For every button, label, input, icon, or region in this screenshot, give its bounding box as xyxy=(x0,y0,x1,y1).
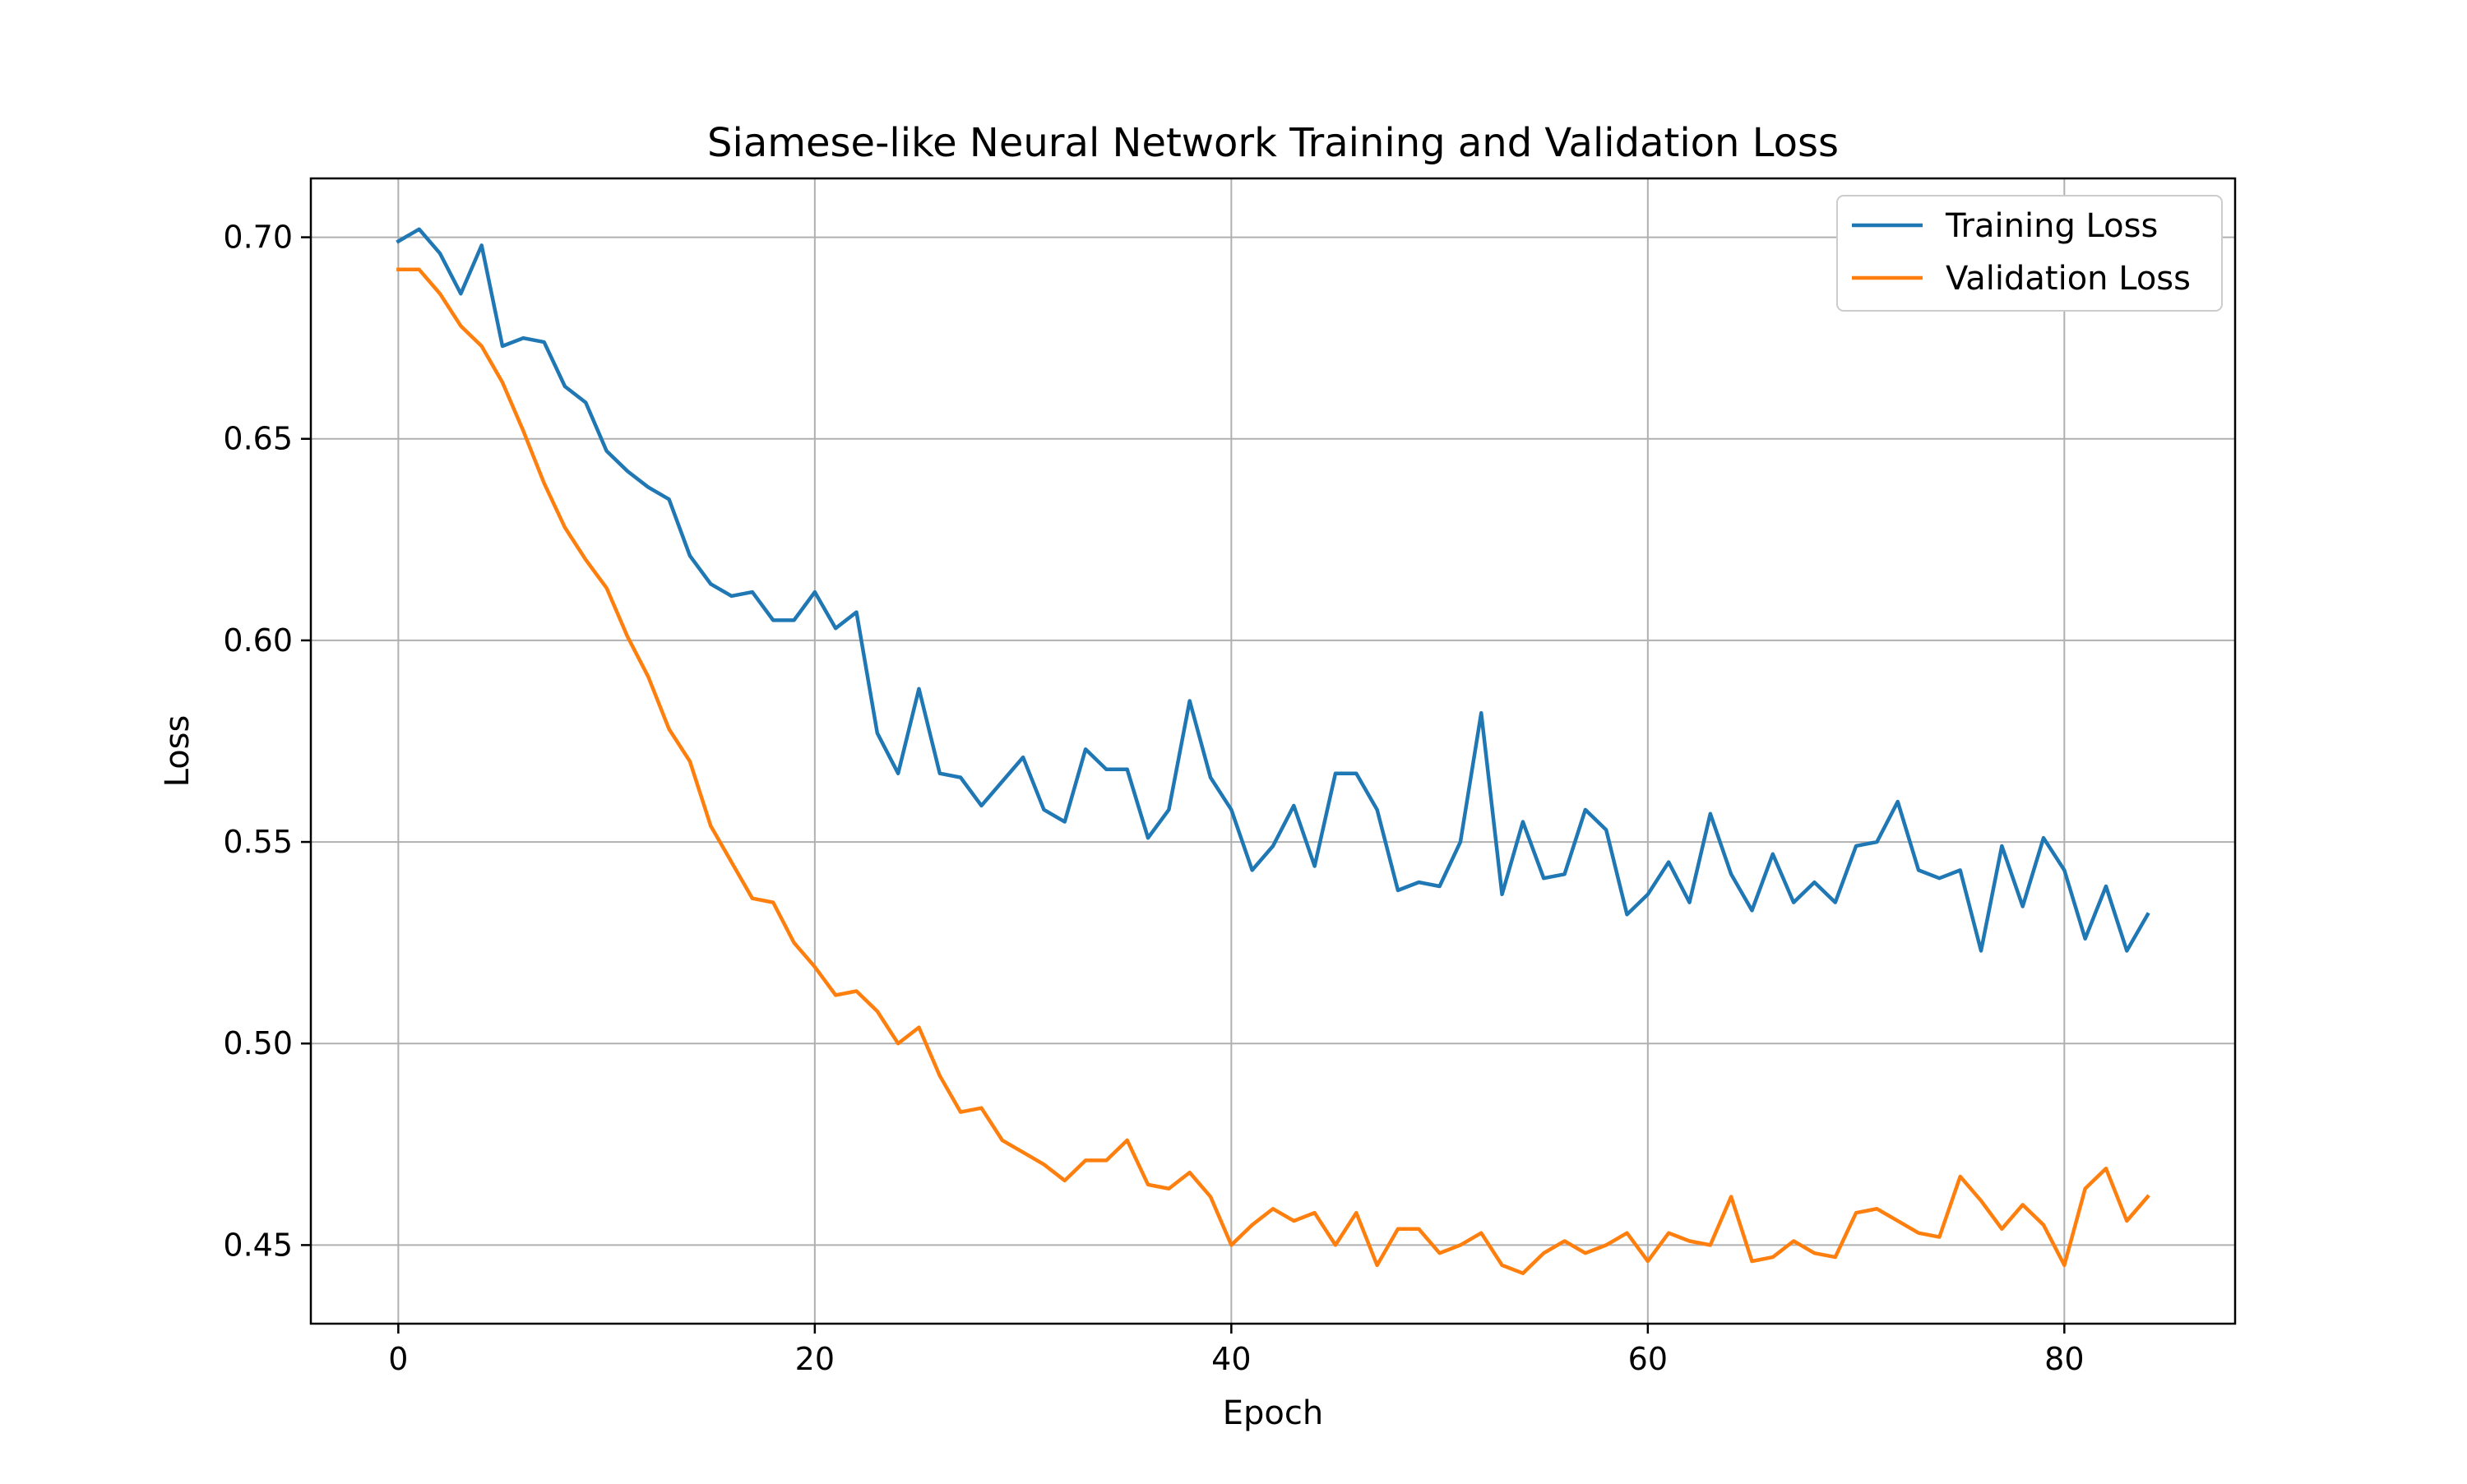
x-tick-label: 0 xyxy=(388,1341,408,1377)
x-tick-label: 20 xyxy=(795,1341,835,1377)
x-tick-label: 60 xyxy=(1628,1341,1668,1377)
training-loss-line xyxy=(396,227,2150,953)
x-axis-label: Epoch xyxy=(1223,1394,1323,1432)
validation-loss-line xyxy=(396,267,2150,1275)
y-tick-label: 0.55 xyxy=(223,824,293,860)
legend: Training Loss Validation Loss xyxy=(1836,195,2223,312)
legend-label-validation-loss: Validation Loss xyxy=(1946,260,2191,298)
y-tick-label: 0.45 xyxy=(223,1227,293,1263)
y-tick-label: 0.60 xyxy=(223,622,293,659)
y-tick-label: 0.70 xyxy=(223,220,293,256)
x-tick-label: 40 xyxy=(1211,1341,1251,1377)
series-layer xyxy=(396,227,2150,1275)
legend-box xyxy=(1836,195,2223,312)
chart-title: Siamese-like Neural Network Training and… xyxy=(707,120,1839,166)
y-tick-label: 0.50 xyxy=(223,1025,293,1061)
y-tick-label: 0.65 xyxy=(223,421,293,457)
axes-frame xyxy=(309,177,2237,1325)
ticks: 0 20 40 60 80 0.45 0.50 0.55 0.60 0.65 0.70 xyxy=(223,220,2084,1377)
x-tick-label: 80 xyxy=(2044,1341,2084,1377)
legend-label-training-loss: Training Loss xyxy=(1945,207,2158,245)
y-axis-label: Loss xyxy=(159,715,197,788)
